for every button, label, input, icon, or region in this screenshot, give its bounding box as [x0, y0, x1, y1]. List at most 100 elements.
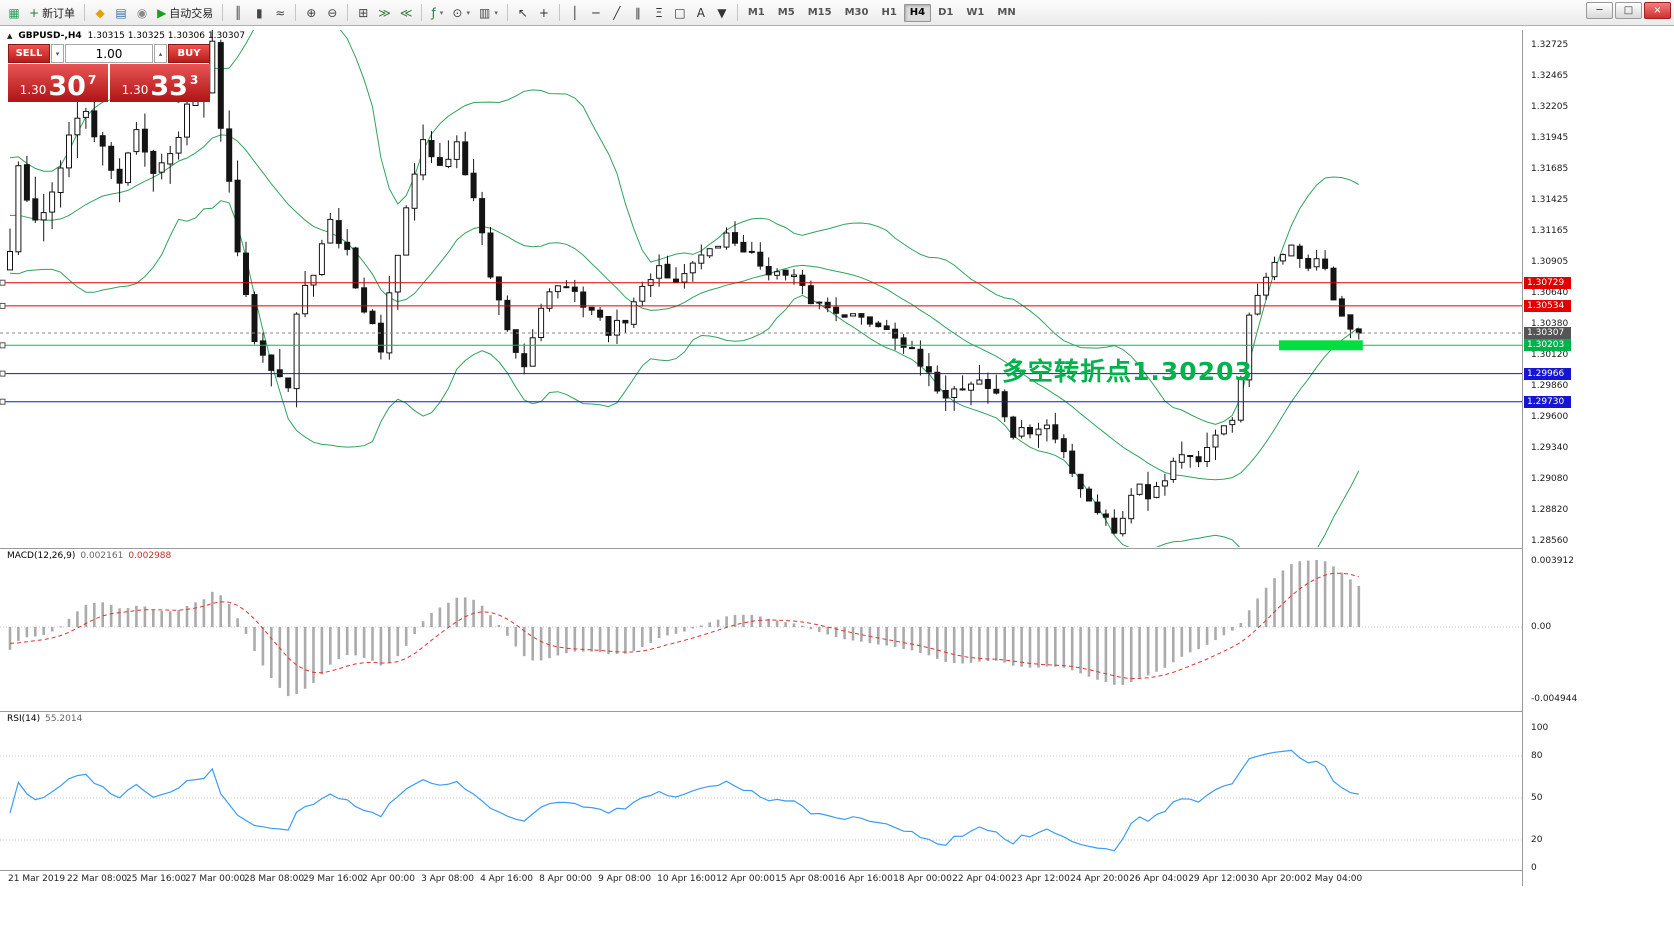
price-axis-label: 1.32205	[1531, 101, 1569, 112]
price-axis-label: 0.003912	[1531, 556, 1574, 566]
time-axis-label: 25 Mar 16:00	[126, 874, 187, 884]
price-axis[interactable]: 1.32725 1.32465 1.32205 1.31945 1.31685 1.314…	[1523, 26, 1674, 949]
minimize-button[interactable]: ─	[1586, 2, 1613, 19]
cursor-icon: ↖	[517, 5, 528, 20]
time-axis-label: 26 Apr 04:00	[1129, 874, 1188, 884]
price-axis-label: 1.28560	[1531, 535, 1569, 546]
auto-trading-button[interactable]: ▶ 自动交易	[153, 3, 217, 23]
templates-icon: ▥	[479, 5, 491, 20]
time-axis-label: 15 Apr 08:00	[775, 874, 834, 884]
candlestick-chart-icon: ▮	[255, 5, 263, 20]
toolbar-separator	[421, 4, 423, 21]
volume-input[interactable]: 1.00	[65, 44, 153, 63]
profiles-icon: ◆	[95, 5, 105, 20]
chart-window-icon-icon: ▦	[8, 5, 20, 20]
alerts-button[interactable]: ◉	[132, 3, 152, 23]
sell-button[interactable]: SELL	[8, 44, 50, 63]
price-axis-label: 1.30905	[1531, 256, 1569, 267]
bar-chart-button[interactable]: ║	[228, 3, 248, 23]
auto-scroll-button[interactable]: ≫	[374, 3, 395, 23]
price-line-label: 1.30729	[1524, 276, 1571, 289]
timeframe-d1[interactable]: D1	[938, 7, 954, 18]
buy-button[interactable]: BUY	[168, 44, 210, 63]
time-axis-label: 8 Apr 00:00	[539, 874, 593, 884]
price-axis-label: 1.29080	[1531, 474, 1569, 485]
price-axis-label: 1.28820	[1531, 505, 1569, 516]
auto-trading-button-label: 自动交易	[169, 6, 214, 20]
price-line-label: 1.30534	[1524, 299, 1571, 312]
time-axis-label: 12 Apr 00:00	[716, 874, 775, 884]
new-order-icon: +	[29, 5, 40, 20]
toolbar: ▦ + 新订单 ◆ ▤ ◉ ▶ 自动交易 ║ ▮ ≈ ⊕ ⊖ ⊞ ≫ ≪ ƒ ▾ ⊙ ▾ ▥ ▾ ↖ + │ ─ ╱ ∥ Ξ □ A ▼ M1…	[0, 0, 1674, 26]
timeframe-m1[interactable]: M1	[747, 7, 765, 18]
chart-shift-button[interactable]: ≪	[396, 3, 417, 23]
price-axis-label: 0	[1531, 863, 1537, 873]
price-line-label: 1.29730	[1524, 395, 1571, 408]
arrows-button[interactable]: ▼	[712, 3, 732, 23]
trade-panel-toggle[interactable]: ▲	[7, 32, 13, 40]
timeframe-m15[interactable]: M15	[807, 7, 832, 18]
auto-trading-icon: ▶	[157, 5, 167, 20]
channel-button[interactable]: ∥	[628, 3, 648, 23]
macd-main-value: 0.002161	[80, 551, 124, 561]
indicators-button[interactable]: ƒ ▾	[427, 3, 447, 23]
ohlc-values: 1.30315 1.30325 1.30306 1.30307	[87, 31, 246, 41]
timeframe-h4[interactable]: H4	[903, 3, 932, 22]
zoom-out-button[interactable]: ⊖	[322, 3, 342, 23]
vertical-line-button[interactable]: │	[565, 3, 585, 23]
chart-annotation-text[interactable]: 多空转折点1.30203	[1002, 357, 1253, 386]
window-controls: ─ □ ×	[1586, 2, 1671, 19]
time-axis-label: 18 Apr 00:00	[893, 874, 952, 884]
sell-price-box[interactable]: 1.30 30 7	[8, 64, 108, 102]
timeframe-m5[interactable]: M5	[777, 7, 795, 18]
time-axis-label: 4 Apr 16:00	[480, 874, 534, 884]
price-axis-label: 1.30120	[1531, 350, 1569, 361]
time-axis-label: 22 Apr 04:00	[952, 874, 1011, 884]
time-axis-label: 23 Apr 12:00	[1011, 874, 1070, 884]
toolbar-separator	[84, 4, 86, 21]
time-axis-label: 27 Mar 00:00	[185, 874, 246, 884]
horizontal-line-button[interactable]: ─	[586, 3, 606, 23]
profiles-button[interactable]: ◆	[90, 3, 110, 23]
timeframe-switcher: M1 M5 M15 M30 H1 H4 D1 W1 MN	[742, 3, 1022, 22]
chevron-down-icon: ▾	[439, 8, 444, 17]
cursor-button[interactable]: ↖	[513, 3, 533, 23]
line-chart-button[interactable]: ≈	[270, 3, 290, 23]
price-axis-label: 1.31945	[1531, 132, 1569, 143]
candlestick-chart-button[interactable]: ▮	[249, 3, 269, 23]
data-window-button[interactable]: ▤	[111, 3, 131, 23]
fibonacci-button[interactable]: Ξ	[649, 3, 669, 23]
text-button[interactable]: A	[691, 3, 711, 23]
price-axis-label: 1.31425	[1531, 194, 1569, 205]
trendline-button[interactable]: ╱	[607, 3, 627, 23]
volume-down-stepper[interactable]: ▾	[51, 44, 64, 63]
templates-button[interactable]: ▥ ▾	[475, 3, 502, 23]
buy-price-box[interactable]: 1.30 33 3	[110, 64, 210, 102]
zoom-out-icon: ⊖	[327, 5, 338, 20]
rsi-name: RSI(14)	[7, 714, 41, 724]
sell-price-base: 1.30	[19, 83, 47, 97]
macd-signal-value: 0.002988	[128, 551, 172, 561]
zoom-in-button[interactable]: ⊕	[301, 3, 321, 23]
timeframe-w1[interactable]: W1	[966, 7, 985, 18]
price-axis-label: 1.30380	[1531, 319, 1569, 330]
time-axis-label: 16 Apr 16:00	[834, 874, 893, 884]
close-button[interactable]: ×	[1644, 2, 1671, 19]
time-axis-label: 29 Apr 12:00	[1188, 874, 1247, 884]
maximize-button[interactable]: □	[1615, 2, 1642, 19]
periods-button[interactable]: ⊙ ▾	[448, 3, 474, 23]
timeframe-m30[interactable]: M30	[844, 7, 869, 18]
price-axis-label: 20	[1531, 835, 1543, 845]
tile-windows-icon: ⊞	[358, 5, 369, 20]
time-axis[interactable]: 21 Mar 2019 22 Mar 08:00 25 Mar 16:00 27 Ma…	[0, 871, 1522, 887]
timeframe-h1[interactable]: H1	[881, 7, 897, 18]
shapes-button[interactable]: □	[670, 3, 690, 23]
timeframe-mn[interactable]: MN	[997, 7, 1016, 18]
price-axis-label: 1.32465	[1531, 70, 1569, 81]
volume-up-stepper[interactable]: ▴	[154, 44, 167, 63]
tile-windows-button[interactable]: ⊞	[353, 3, 373, 23]
crosshair-button[interactable]: +	[534, 3, 554, 23]
vertical-line-icon: │	[571, 5, 579, 20]
new-order-button[interactable]: + 新订单	[25, 3, 79, 23]
